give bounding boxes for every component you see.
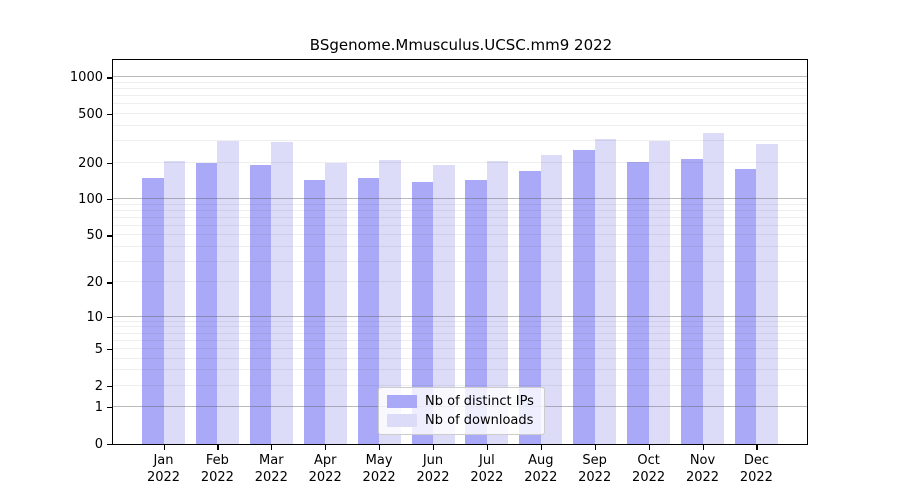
bar-sep-ips bbox=[573, 150, 595, 444]
bar-oct-downloads bbox=[648, 141, 671, 444]
y-tick-label-2: 2 bbox=[94, 378, 103, 394]
y-tick-label-0: 0 bbox=[94, 437, 103, 452]
y-tick-label-5: 5 bbox=[94, 341, 103, 357]
bar-jan-ips bbox=[142, 177, 164, 444]
y-tick-label-10: 10 bbox=[86, 309, 103, 325]
gridline-1000 bbox=[113, 76, 807, 78]
y-tick-mark-50 bbox=[107, 235, 112, 237]
x-tick-label-sep: Sep 2022 bbox=[578, 453, 612, 485]
gridline-700 bbox=[113, 95, 807, 97]
bar-jan-downloads bbox=[163, 160, 185, 444]
x-tick-mark-apr bbox=[325, 445, 327, 450]
x-tick-label-mar: Mar 2022 bbox=[254, 453, 288, 485]
legend-item-downloads: Nb of downloads bbox=[387, 413, 534, 428]
bar-feb-downloads bbox=[217, 141, 239, 444]
gridline-800 bbox=[113, 88, 807, 90]
y-tick-mark-1 bbox=[107, 407, 112, 409]
legend-label-distinct-ips: Nb of distinct IPs bbox=[425, 394, 534, 409]
x-tick-mark-jan bbox=[163, 445, 165, 450]
plot-area: Nb of distinct IPs Nb of downloads bbox=[112, 59, 808, 445]
bar-oct-ips bbox=[627, 162, 649, 444]
legend-item-distinct-ips: Nb of distinct IPs bbox=[387, 394, 534, 409]
x-tick-label-may: May 2022 bbox=[362, 453, 396, 485]
bar-feb-ips bbox=[195, 162, 218, 444]
bar-nov-downloads bbox=[702, 133, 724, 444]
y-tick-label-1000: 1000 bbox=[69, 70, 103, 86]
x-tick-mark-mar bbox=[271, 445, 273, 450]
x-tick-mark-sep bbox=[594, 445, 596, 450]
y-tick-mark-5 bbox=[107, 348, 112, 351]
x-tick-label-jul: Jul 2022 bbox=[470, 453, 504, 485]
x-tick-mark-jun bbox=[433, 445, 435, 450]
y-tick-mark-500 bbox=[107, 114, 112, 116]
x-tick-label-dec: Dec 2022 bbox=[739, 453, 773, 485]
x-tick-mark-oct bbox=[648, 445, 650, 450]
legend-swatch-downloads bbox=[387, 414, 417, 427]
legend-label-downloads: Nb of downloads bbox=[425, 413, 534, 428]
legend-swatch-distinct-ips bbox=[387, 395, 417, 408]
bar-may-downloads bbox=[379, 160, 401, 444]
y-tick-label-20: 20 bbox=[86, 275, 103, 291]
gridline-900 bbox=[113, 81, 807, 83]
bar-dec-downloads bbox=[756, 143, 778, 444]
y-tick-mark-20 bbox=[107, 282, 112, 284]
bar-jul-ips bbox=[465, 179, 487, 444]
gridline-500 bbox=[113, 113, 807, 115]
bar-dec-ips bbox=[734, 169, 757, 444]
x-tick-label-jan: Jan 2022 bbox=[146, 453, 181, 485]
y-tick-mark-100 bbox=[107, 199, 112, 201]
x-tick-mark-aug bbox=[540, 445, 542, 450]
y-tick-mark-1000 bbox=[107, 77, 112, 79]
bar-jun-ips bbox=[411, 182, 433, 444]
y-tick-mark-10 bbox=[107, 316, 112, 318]
bar-aug-downloads bbox=[540, 154, 563, 444]
y-tick-mark-0 bbox=[107, 444, 112, 446]
y-tick-label-1: 1 bbox=[94, 400, 103, 416]
x-tick-label-nov: Nov 2022 bbox=[685, 453, 720, 485]
bar-jun-downloads bbox=[433, 165, 455, 444]
bar-sep-downloads bbox=[594, 139, 617, 444]
x-tick-label-jun: Jun 2022 bbox=[416, 453, 450, 485]
x-tick-mark-feb bbox=[217, 445, 219, 450]
chart-title: BSgenome.Mmusculus.UCSC.mm9 2022 bbox=[309, 36, 613, 54]
x-tick-mark-nov bbox=[702, 445, 704, 450]
x-tick-mark-dec bbox=[756, 445, 758, 450]
bar-aug-ips bbox=[519, 171, 541, 444]
y-tick-label-50: 50 bbox=[86, 228, 103, 244]
bar-apr-downloads bbox=[325, 162, 347, 444]
gridline-400 bbox=[113, 124, 807, 126]
bar-apr-ips bbox=[303, 180, 326, 444]
x-tick-mark-may bbox=[379, 445, 381, 450]
bar-nov-ips bbox=[681, 159, 703, 444]
bar-mar-downloads bbox=[271, 142, 293, 444]
gridline-600 bbox=[113, 103, 807, 105]
legend: Nb of distinct IPs Nb of downloads bbox=[378, 387, 545, 435]
x-tick-label-aug: Aug 2022 bbox=[524, 453, 558, 485]
x-tick-label-oct: Oct 2022 bbox=[632, 453, 666, 485]
bar-jul-downloads bbox=[486, 160, 509, 444]
bar-mar-ips bbox=[249, 165, 272, 444]
y-tick-label-200: 200 bbox=[78, 155, 103, 171]
x-tick-mark-jul bbox=[486, 445, 489, 450]
y-tick-label-500: 500 bbox=[78, 107, 103, 123]
x-tick-label-apr: Apr 2022 bbox=[308, 453, 342, 485]
bar-may-ips bbox=[357, 178, 380, 444]
y-tick-label-100: 100 bbox=[78, 192, 103, 208]
x-tick-label-feb: Feb 2022 bbox=[200, 453, 234, 485]
y-tick-mark-200 bbox=[107, 162, 112, 164]
y-tick-mark-2 bbox=[107, 385, 112, 387]
